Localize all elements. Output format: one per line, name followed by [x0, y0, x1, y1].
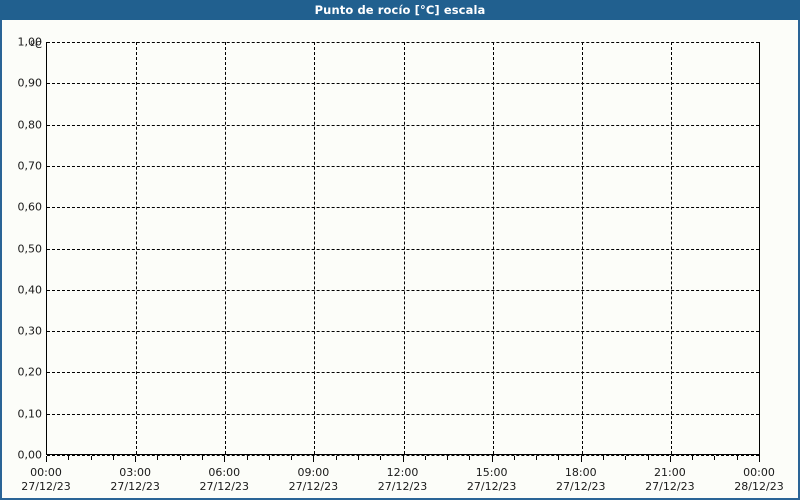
x-axis-tick-time: 15:00	[475, 466, 508, 479]
plot-frame-right-border	[759, 42, 760, 456]
x-axis: 00:00 27/12/23 03:00 27/12/23 06:00 27/12/23 0…	[21, 466, 783, 498]
x-axis-minor-tick	[424, 456, 426, 460]
y-gridline	[47, 42, 759, 43]
x-axis-tick-label: 06:00 27/12/23	[169, 466, 279, 494]
x-axis-tick-time: 12:00	[386, 466, 419, 479]
x-axis-tick-date: 27/12/23	[377, 480, 428, 493]
x-axis-tick-date: 27/12/23	[556, 480, 606, 493]
x-axis-tick-date: 28/12/23	[734, 480, 784, 493]
chart-title-bar: Punto de rocío [°C] escala	[0, 0, 800, 20]
x-axis-minor-tick	[625, 456, 627, 460]
x-axis-tick-label: 15:00 27/12/23	[437, 466, 547, 494]
y-gridline	[47, 413, 759, 415]
x-axis-major-tick	[491, 456, 493, 462]
x-axis-major-tick	[580, 456, 582, 462]
x-axis-major-tick	[46, 456, 47, 462]
x-axis-tick-time: 00:00	[30, 466, 62, 479]
x-axis-minor-tick	[112, 456, 114, 460]
y-axis-tick-label: 1,00	[17, 35, 43, 49]
x-axis-tick-label: 18:00 27/12/23	[526, 466, 636, 494]
y-gridline	[47, 248, 759, 250]
x-axis-tick-date: 27/12/23	[199, 480, 249, 493]
x-axis-tick-date: 27/12/23	[110, 480, 160, 493]
x-gridline	[403, 42, 405, 454]
y-axis-tick-label: 0,50	[17, 242, 43, 255]
y-gridline	[47, 455, 759, 456]
x-axis-minor-tick	[157, 456, 159, 460]
y-gridline	[47, 124, 759, 126]
x-axis-tick-label: 09:00 27/12/23	[258, 466, 368, 494]
x-axis-major-tick	[669, 456, 671, 462]
y-axis-tick-label: 0,00	[17, 448, 43, 462]
x-axis-tick-time: 09:00	[297, 466, 330, 479]
x-axis-minor-tick	[291, 456, 293, 460]
x-axis-minor-tick	[90, 456, 92, 460]
x-axis-major-tick	[313, 456, 315, 462]
x-axis-minor-tick	[647, 456, 649, 460]
page-title: Punto de rocío [°C] escala	[314, 3, 486, 17]
x-axis-minor-tick	[447, 456, 449, 460]
x-axis-tick-time: 00:00	[743, 466, 775, 479]
x-axis-tick-date: 27/12/23	[466, 480, 517, 493]
y-axis-tick-label: 0,90	[17, 76, 43, 90]
y-axis-tick-label: 0,40	[17, 283, 43, 297]
x-axis-tick-date: 27/12/23	[288, 480, 339, 493]
x-axis-tick-date: 27/12/23	[21, 480, 71, 493]
x-axis-minor-tick	[736, 456, 738, 460]
x-axis-tick-time: 18:00	[564, 466, 597, 479]
x-axis-minor-tick	[201, 456, 203, 460]
x-gridline	[136, 42, 138, 454]
x-gridline	[314, 42, 316, 454]
x-axis-minor-tick	[692, 456, 694, 460]
y-axis-tick-label: 0,70	[17, 159, 43, 173]
x-axis-minor-tick	[246, 456, 248, 460]
y-axis-tick-label: 0,30	[17, 324, 43, 338]
y-axis-tick-label: 0,80	[17, 118, 43, 132]
x-axis-ticks	[46, 456, 760, 464]
x-axis-minor-tick	[179, 456, 181, 460]
x-axis-minor-tick	[68, 456, 70, 460]
x-axis-major-tick	[402, 456, 404, 462]
y-axis: ºC 1,00 0,90 0,80 0,70 0,60 0,50 0,40 0,30 0,20 0…	[2, 0, 43, 500]
y-gridline	[47, 289, 759, 291]
x-axis-minor-tick	[335, 456, 337, 460]
y-axis-tick-label: 0,10	[17, 407, 43, 421]
x-axis-tick-label: 21:00 27/12/23	[615, 466, 725, 494]
x-axis-minor-tick	[714, 456, 716, 460]
y-gridline	[47, 372, 759, 374]
y-gridline	[47, 207, 759, 209]
x-axis-tick-label: 00:00 28/12/23	[704, 466, 800, 494]
x-axis-major-tick	[224, 456, 226, 462]
x-axis-tick-time: 06:00	[208, 466, 241, 479]
x-axis-tick-time: 03:00	[119, 466, 151, 479]
x-axis-tick-date: 27/12/23	[645, 480, 695, 493]
x-axis-minor-tick	[603, 456, 605, 460]
x-gridline	[581, 42, 583, 454]
x-axis-tick-label: 00:00 27/12/23	[0, 466, 101, 494]
x-gridline	[670, 42, 672, 454]
x-axis-minor-tick	[513, 456, 515, 460]
x-axis-tick-time: 21:00	[654, 466, 686, 479]
y-axis-tick-label: 0,20	[17, 365, 43, 379]
x-axis-tick-label: 12:00 27/12/23	[348, 466, 458, 494]
plot-area	[46, 42, 759, 456]
x-gridline	[492, 42, 494, 454]
y-axis-unit-label: ºC	[30, 40, 42, 51]
x-axis-minor-tick	[469, 456, 471, 460]
x-gridline	[225, 42, 227, 454]
x-axis-minor-tick	[357, 456, 359, 460]
x-axis-minor-tick	[558, 456, 560, 460]
x-axis-minor-tick	[380, 456, 382, 460]
y-gridline	[47, 165, 759, 167]
x-axis-tick-label: 03:00 27/12/23	[80, 466, 190, 494]
x-axis-major-tick	[135, 456, 137, 462]
y-gridline	[47, 331, 759, 333]
x-axis-minor-tick	[268, 456, 270, 460]
y-axis-tick-label: 0,60	[17, 200, 43, 214]
x-axis-minor-tick	[536, 456, 538, 460]
x-axis-major-tick	[759, 456, 760, 462]
y-gridline	[47, 83, 759, 85]
